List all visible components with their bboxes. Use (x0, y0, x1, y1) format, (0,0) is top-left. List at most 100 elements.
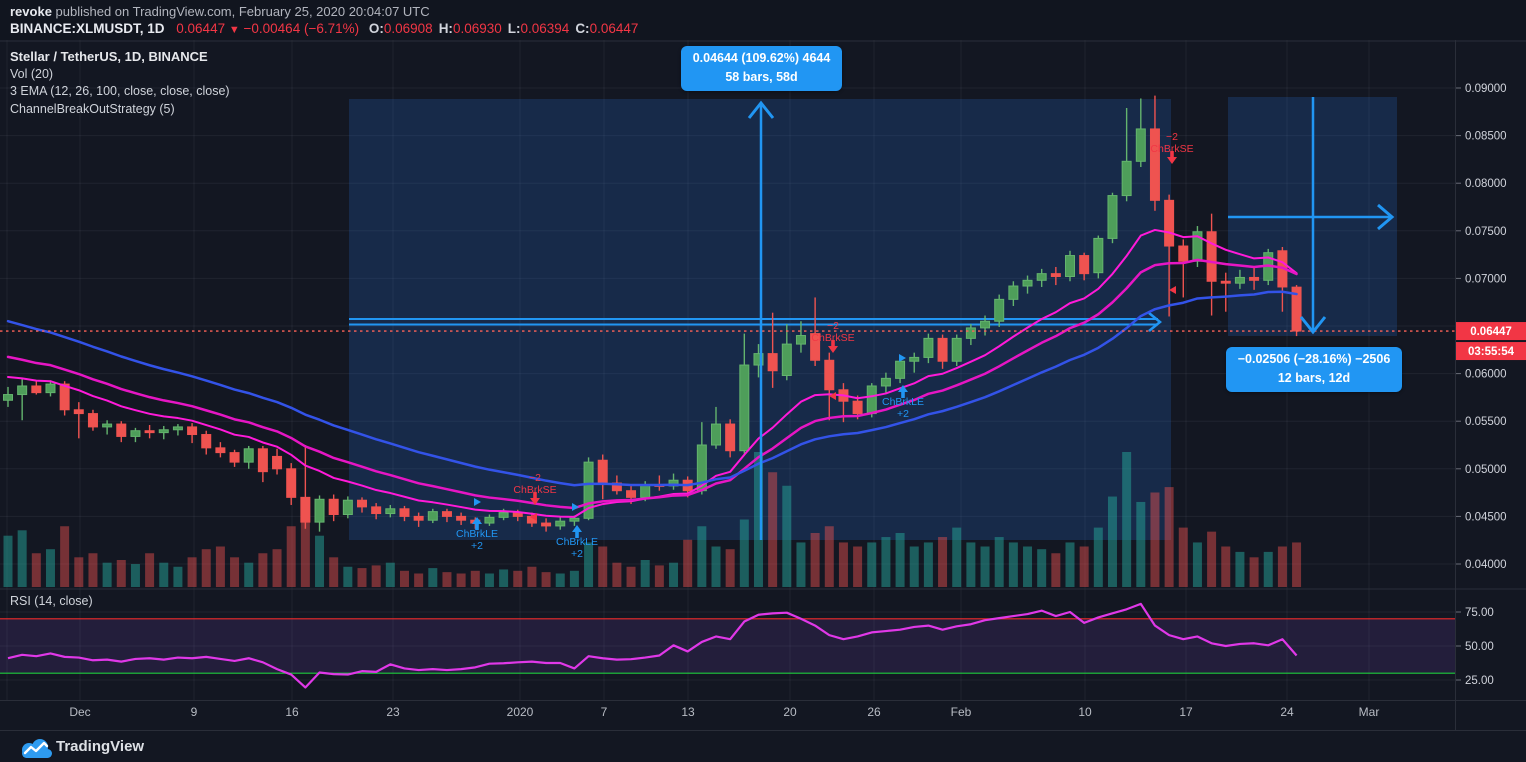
volume-bar (768, 472, 778, 587)
candle-body (1149, 128, 1160, 201)
candle-body (328, 498, 339, 515)
ohlc-values: O:0.06908 H:0.06930 L:0.06394 C:0.06447 (363, 21, 639, 36)
volume-bar (1093, 527, 1103, 587)
long-entry-arrow-icon (472, 517, 483, 530)
marker-label: ChBrkSE (1150, 143, 1193, 155)
candle-body (541, 522, 552, 527)
measure-down-price: −0.02506 (−28.16%) −2506 (1237, 352, 1391, 366)
candle-body (753, 353, 764, 366)
candle-body (951, 337, 962, 362)
marker-qty-or-label: −2 (827, 320, 839, 332)
candle-body (725, 423, 736, 452)
measure-label-down[interactable]: −0.02506 (−28.16%) −2506 12 bars, 12d (1226, 347, 1402, 392)
arrowhead-up-icon (747, 100, 775, 119)
rsi-axis-label: 75.00 (1465, 607, 1494, 619)
volume-bar (782, 485, 792, 587)
volume-bar (130, 564, 140, 587)
marker-qty-or-label: −2 (1166, 131, 1178, 143)
long-entry-arrow-icon (898, 385, 908, 398)
marker-qty-or-label: ChBrkLE (556, 536, 598, 548)
volume-bar (300, 516, 310, 587)
volume-bar (923, 542, 933, 587)
symbol-title[interactable]: BINANCE:XLMUSDT, 1D (10, 21, 165, 36)
candle-body (31, 385, 42, 394)
volume-bar (753, 452, 763, 587)
entry-flag-icon (530, 513, 537, 521)
time-axis-label: Feb (951, 705, 972, 719)
volume-bar (1150, 492, 1160, 587)
candle-body (555, 520, 566, 527)
ohlc-label: O: (368, 21, 384, 36)
candle-body (385, 508, 396, 515)
volume-bar (612, 562, 622, 587)
candle-body (1192, 231, 1203, 262)
time-axis-label: 23 (386, 705, 400, 719)
rsi-pane-label[interactable]: RSI (14, close) (10, 594, 93, 608)
entry-flag-icon (1169, 286, 1176, 294)
author-name: revoke (10, 4, 52, 19)
ema-line-ema26 (6, 258, 1298, 510)
ohlc-label: L: (507, 21, 521, 36)
measure-arrows (747, 97, 1395, 540)
volume-bar (215, 546, 225, 587)
volume-bar (1107, 496, 1117, 587)
candle-body (1121, 160, 1132, 197)
volume-bar (173, 566, 183, 587)
candle-body (371, 506, 382, 515)
channel-lines (349, 312, 1162, 332)
volume-bar (1263, 551, 1273, 587)
entry-flag-icon (899, 354, 906, 362)
time-axis-label: 13 (681, 705, 695, 719)
volume-bar (513, 570, 523, 587)
ohlc-label: H: (438, 21, 453, 36)
candle-body (441, 511, 452, 517)
volume-bar (74, 557, 84, 587)
volume-bar (286, 526, 296, 587)
candle-body (59, 383, 70, 411)
volume-bar (484, 573, 494, 587)
brand-name[interactable]: TradingView (56, 738, 145, 755)
candle-body (484, 516, 495, 524)
time-axis[interactable]: Dec 9 16 23 2020 7 13 20 26 Feb 10 17 24 Mar (69, 705, 1379, 719)
candle-body (413, 515, 424, 521)
candle-body (1164, 199, 1175, 247)
price-axis-label: 0.08000 (1465, 178, 1507, 190)
volume-bar (725, 549, 735, 587)
volume-bar (952, 527, 962, 587)
arrowhead-down-icon (1299, 316, 1327, 335)
measure-label-up[interactable]: 0.04644 (109.62%) 4644 58 bars, 58d (681, 46, 842, 91)
candle-body (314, 498, 325, 523)
candle-body (866, 385, 877, 415)
candle-body (795, 335, 806, 345)
candle-body (1178, 245, 1189, 262)
candle-body (1206, 231, 1217, 282)
strategy-markers: ChBrkLE+2 ChBrkLE+2ChBrkLE+2−2ChBrkSE−2Ch… (456, 131, 1194, 560)
price-axis[interactable]: 0.09000 0.08500 0.08000 0.07500 0.07000 0.060… (1456, 83, 1526, 687)
candle-body (569, 517, 580, 522)
volume-bar (654, 565, 664, 587)
candle-body (994, 298, 1005, 322)
candle-body (201, 434, 212, 449)
candle-body (257, 448, 268, 473)
price-axis-label: 0.09000 (1465, 83, 1507, 95)
candle-body (102, 423, 113, 428)
volume-bar (272, 549, 282, 587)
volume-bar (442, 572, 452, 587)
volume-bar (329, 557, 339, 587)
measure-down-bars: 12 bars, 12d (1277, 371, 1351, 385)
ema-line-ema100 (6, 290, 1298, 487)
measure-up-bars: 58 bars, 58d (725, 70, 798, 84)
snapshot-header: revoke published on TradingView.com, Feb… (0, 0, 1526, 40)
countdown-badge-value: 03:55:54 (1468, 346, 1515, 358)
candle-body (739, 364, 750, 452)
tradingview-logo-icon[interactable] (18, 736, 54, 760)
candle-body (909, 356, 920, 362)
volume-bar (1051, 553, 1061, 587)
marker-qty-or-label: ChBrkLE (882, 396, 924, 408)
last-price: 0.06447 (176, 21, 226, 36)
short-entry-arrow-icon (530, 492, 540, 505)
candle-body (427, 511, 438, 521)
candle-body (357, 499, 367, 508)
volume-bar (17, 530, 27, 587)
